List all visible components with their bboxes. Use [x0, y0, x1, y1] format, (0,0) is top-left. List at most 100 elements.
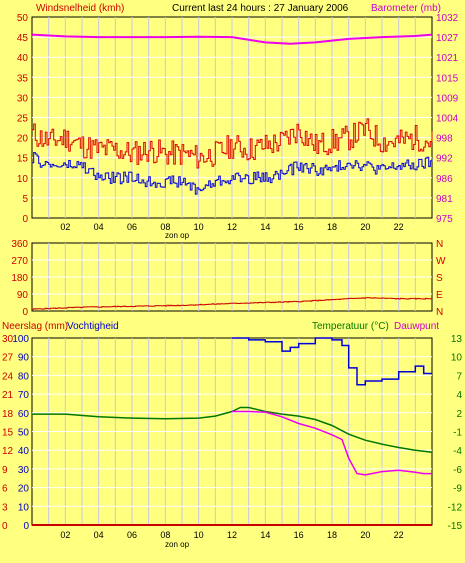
barometer-ytick-1032: 1032 [436, 13, 459, 24]
direction-compass-0: N [436, 307, 443, 318]
humidity-ytick-70: 70 [18, 390, 30, 401]
dewpoint-line [232, 410, 432, 476]
direction-ytick-360: 360 [11, 239, 28, 250]
direction-gridlines [32, 243, 432, 311]
humidity-ytick-60: 60 [18, 409, 30, 420]
wind-xtick-02: 02 [60, 222, 70, 232]
header-right-label: Barometer (mb) [371, 3, 441, 14]
temperature-ytick--6: -6 [453, 465, 462, 476]
humidity-line [232, 337, 432, 386]
temperature-ytick-7: 7 [456, 371, 462, 382]
barometer-ytick-1004: 1004 [436, 114, 459, 125]
humidity-ytick-90: 90 [18, 353, 30, 364]
direction-compass-3: W [436, 256, 446, 267]
wind-xtick-14: 14 [260, 222, 270, 232]
temperature-ytick--4: -4 [453, 446, 462, 457]
barometer-ytick-1009: 1009 [436, 93, 459, 104]
temperature-axis-label: Temperatuur (°C) [312, 321, 389, 332]
rain-ytick-21: 21 [2, 390, 14, 401]
wind-series [31, 33, 433, 195]
rain-ytick-6: 6 [2, 484, 8, 495]
humidity-ytick-80: 80 [18, 371, 30, 382]
wind-xtick-10: 10 [194, 222, 204, 232]
wind-xtick-08: 08 [160, 222, 170, 232]
barometer-ytick-1027: 1027 [436, 33, 459, 44]
wind-ytick-20: 20 [17, 134, 29, 145]
wind-xtick-18: 18 [327, 222, 337, 232]
temperature-xtick-14: 14 [260, 530, 270, 540]
humidity-ytick-100: 100 [12, 334, 29, 345]
direction-ytick-180: 180 [11, 273, 28, 284]
temperature-xtick-16: 16 [294, 530, 304, 540]
barometer-ytick-1015: 1015 [436, 73, 459, 84]
temperature-sunrise-label: zon op [165, 540, 190, 549]
temperature-xtick-20: 20 [360, 530, 370, 540]
header-left-label: Windsnelheid (kmh) [36, 3, 124, 14]
barometer-ytick-986: 986 [436, 174, 453, 185]
direction-tick-labels: 0 N 90 E 180 S 270 W 360 N [11, 239, 446, 318]
wind-tick-labels: 0510152025303540455097598198699299810041… [17, 13, 459, 232]
barometer-ytick-981: 981 [436, 194, 453, 205]
direction-compass-2: S [436, 273, 443, 284]
wind-ytick-10: 10 [17, 174, 29, 185]
temperature-xtick-10: 10 [194, 530, 204, 540]
direction-compass-4: N [436, 239, 443, 250]
wind-ytick-45: 45 [17, 33, 29, 44]
temperature-ytick-4: 4 [456, 390, 462, 401]
temperature-gridlines [32, 338, 432, 525]
rain-ytick-18: 18 [2, 409, 14, 420]
wind-ytick-15: 15 [17, 154, 29, 165]
direction-line [32, 297, 432, 310]
wind-ytick-35: 35 [17, 73, 29, 84]
temperature-ytick-2: 2 [456, 409, 462, 420]
wind-sunrise-label: zon op [165, 231, 190, 240]
wind-xtick-16: 16 [294, 222, 304, 232]
direction-ytick-0: 0 [22, 307, 28, 318]
direction-series [32, 297, 432, 310]
wind_gust-line [32, 118, 433, 169]
temperature-tick-labels: 0 0 -153 10 -126 20 -99 30 -612 40 -415 50 -118 60 221… [2, 334, 462, 540]
humidity-ytick-40: 40 [18, 446, 30, 457]
rain-ytick-15: 15 [2, 428, 14, 439]
rain-ytick-9: 9 [2, 465, 8, 476]
temperature-xtick-12: 12 [227, 530, 237, 540]
humidity-ytick-10: 10 [18, 502, 30, 513]
wind-xtick-06: 06 [127, 222, 137, 232]
temperature-xtick-02: 02 [60, 530, 70, 540]
rain-ytick-12: 12 [2, 446, 14, 457]
direction-ytick-270: 270 [11, 256, 28, 267]
direction-compass-1: E [436, 290, 443, 301]
humidity-ytick-30: 30 [18, 465, 30, 476]
wind-ytick-25: 25 [17, 114, 29, 125]
humidity-axis-label: Vochtigheid [67, 321, 119, 332]
temperature-ytick--9: -9 [453, 484, 462, 495]
wind-xtick-22: 22 [394, 222, 404, 232]
rain-ytick-3: 3 [2, 502, 8, 513]
wind-ytick-50: 50 [17, 13, 29, 24]
temperature-series [32, 337, 433, 526]
temperature-xtick-22: 22 [394, 530, 404, 540]
temperature-ytick--1: -1 [453, 428, 462, 439]
wind-xtick-04: 04 [94, 222, 104, 232]
wind-ytick-40: 40 [17, 53, 29, 64]
rain-ytick-30: 30 [2, 334, 14, 345]
header-title: Current last 24 hours : 27 January 2006 [172, 3, 349, 14]
temperature-xtick-04: 04 [94, 530, 104, 540]
rain-ytick-27: 27 [2, 353, 14, 364]
wind-ytick-0: 0 [22, 214, 28, 225]
temperature-xtick-18: 18 [327, 530, 337, 540]
barometer-ytick-992: 992 [436, 154, 453, 165]
temperature-ytick--12: -12 [448, 502, 463, 513]
temperature-xtick-06: 06 [127, 530, 137, 540]
wind-ytick-5: 5 [22, 194, 28, 205]
rain-axis-label: Neerslag (mm) [2, 321, 68, 332]
barometer-ytick-1021: 1021 [436, 53, 459, 64]
direction-ytick-90: 90 [17, 290, 29, 301]
barometer-ytick-998: 998 [436, 134, 453, 145]
humidity-ytick-50: 50 [18, 428, 30, 439]
barometer-ytick-975: 975 [436, 214, 453, 225]
wind-xtick-12: 12 [227, 222, 237, 232]
wind-xtick-20: 20 [360, 222, 370, 232]
wind-ytick-30: 30 [17, 93, 29, 104]
